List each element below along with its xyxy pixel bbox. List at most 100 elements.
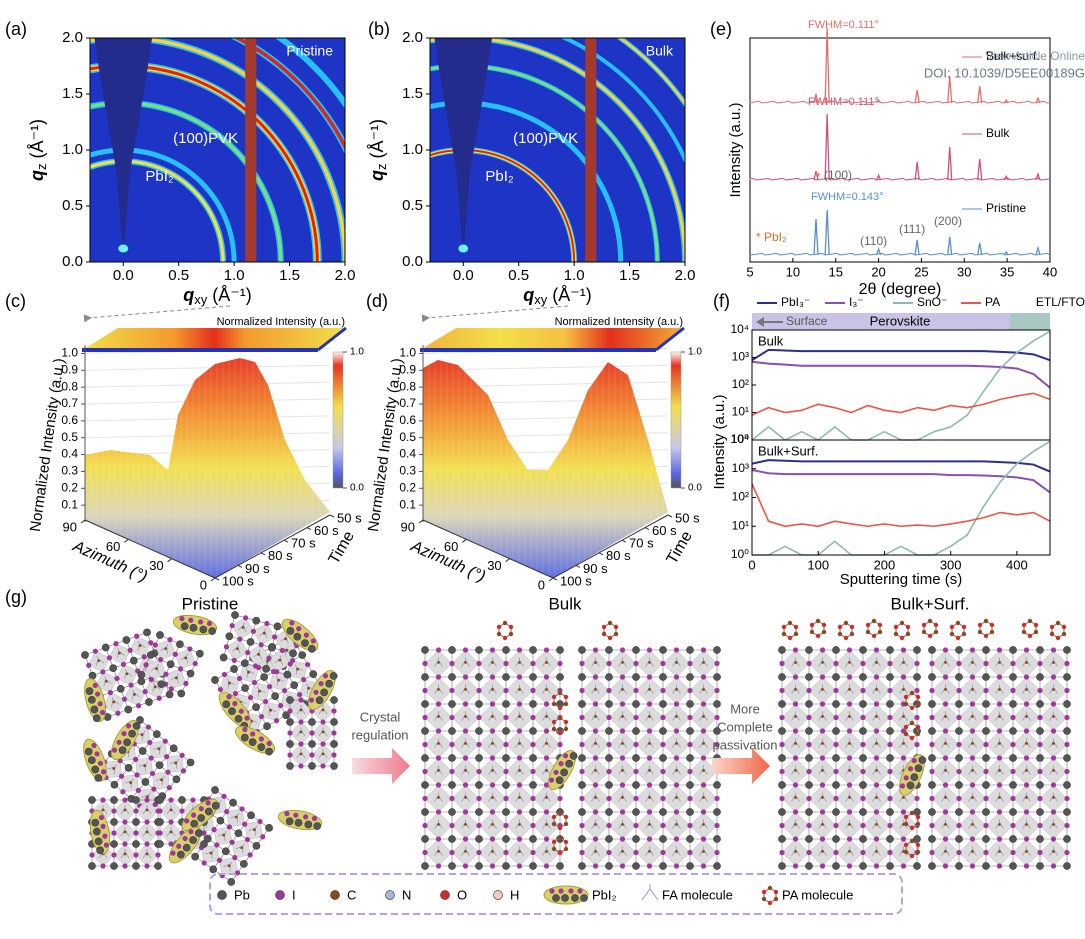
i-atom: [422, 768, 428, 775]
fa-molecule: [166, 827, 176, 837]
fa-molecule: [645, 711, 654, 721]
direct-beam: [118, 244, 129, 253]
c-atom: [437, 742, 440, 745]
c-atom: [902, 796, 905, 799]
peak: [914, 239, 920, 256]
o-atom: [781, 624, 787, 630]
c-atom: [821, 715, 824, 718]
pb-atom: [805, 835, 813, 843]
z-tick-label: 0.3: [61, 464, 78, 478]
i-atom: [309, 730, 315, 736]
i-atom: [914, 795, 920, 802]
pb-atom: [286, 718, 294, 726]
i-atom: [516, 809, 523, 815]
schematic-title: Bulk+Surf.: [891, 594, 970, 613]
c-atom: [104, 679, 108, 683]
i-atom: [258, 736, 264, 742]
fa-molecule: [791, 846, 800, 856]
i-atom: [435, 647, 442, 653]
i-atom: [700, 782, 707, 788]
i-atom: [148, 755, 154, 761]
i-atom: [543, 701, 550, 707]
i-atom: [592, 701, 599, 707]
y-tick: [552, 577, 558, 581]
y-tick-label: 100 s: [560, 573, 592, 588]
i-atom: [331, 730, 337, 736]
c-atom: [865, 629, 871, 635]
layer-band-etl: [1010, 313, 1050, 330]
i-atom: [211, 827, 217, 833]
pb-atom: [156, 796, 164, 804]
i-atom: [516, 836, 523, 842]
i-atom: [956, 741, 962, 748]
i-atom: [846, 674, 853, 680]
i-atom: [543, 728, 550, 734]
c-atom: [1052, 661, 1055, 664]
i-atom: [237, 636, 243, 642]
c-atom: [594, 688, 597, 691]
series-line: [751, 469, 1051, 494]
pb-atom: [475, 781, 483, 789]
i-atom: [969, 647, 976, 653]
i-atom: [646, 674, 653, 680]
x-tick: [80, 519, 86, 524]
pa-molecule: [949, 620, 967, 641]
i-atom: [899, 783, 906, 789]
i-atom: [188, 617, 194, 623]
y-tick-label: 90 s: [245, 561, 270, 576]
i-atom: [435, 755, 442, 761]
projection-arrow: [421, 305, 569, 323]
pb-atom: [189, 836, 197, 844]
fa-molecule: [941, 792, 950, 802]
axis-symbol: q: [27, 170, 47, 181]
lattice: [421, 646, 564, 870]
pb-atom: [632, 754, 640, 762]
i-atom: [462, 755, 469, 761]
fa-molecule: [205, 848, 215, 859]
i-atom: [503, 741, 509, 748]
c-atom: [123, 830, 127, 834]
pb-atom: [247, 811, 255, 820]
axis-unit: (Å⁻¹): [367, 119, 387, 159]
i-atom: [449, 660, 455, 667]
i-atom: [996, 674, 1003, 680]
pb-atom: [1036, 646, 1044, 654]
pb-atom: [308, 740, 316, 748]
i-atom: [660, 687, 666, 694]
i-atom: [187, 646, 193, 652]
i-atom: [1050, 674, 1057, 680]
i-atom: [779, 660, 785, 667]
pb-atom: [123, 738, 131, 747]
fa-molecule: [941, 711, 950, 721]
i-atom: [94, 691, 101, 697]
pb-atom: [778, 808, 786, 816]
pb-atom: [910, 773, 919, 782]
i-atom: [846, 836, 853, 842]
legend-label: N: [402, 887, 411, 902]
c-atom: [299, 752, 303, 756]
wall-grid: [422, 364, 669, 371]
panel-label: (c): [5, 291, 26, 311]
pb-atom: [145, 698, 153, 706]
c-atom: [437, 769, 440, 772]
pb-atom: [448, 754, 456, 762]
i-atom: [122, 819, 128, 825]
i-atom: [606, 714, 612, 721]
i-atom: [190, 797, 196, 803]
i-atom: [1037, 687, 1043, 694]
i-atom: [489, 863, 496, 869]
arrow-label: passivation: [712, 737, 777, 752]
watermark: View Article Online: [985, 49, 1085, 63]
i-atom: [111, 808, 117, 814]
fa-molecule: [818, 684, 827, 694]
pb-atom: [686, 835, 694, 843]
i-atom: [144, 841, 150, 847]
fa-molecule: [791, 657, 800, 667]
fa-molecule: [818, 819, 827, 829]
pb-atom: [229, 798, 237, 807]
i-atom: [929, 660, 935, 667]
i-atom: [262, 699, 269, 705]
fa-molecule: [791, 684, 800, 694]
z-tick-label: 0.3: [399, 464, 416, 478]
pb-atom: [859, 808, 867, 816]
